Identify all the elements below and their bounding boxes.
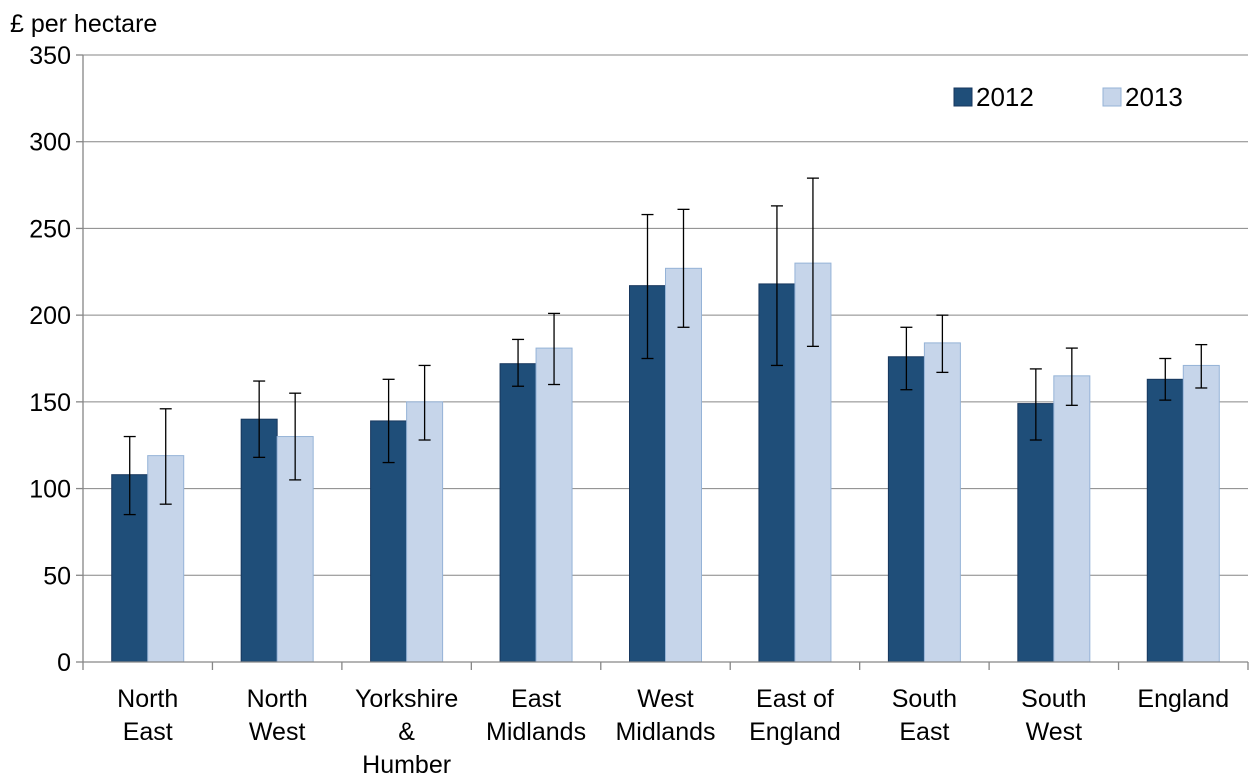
legend-label-2012: 2012 [976, 82, 1034, 112]
error-bar-2013-3 [548, 312, 561, 386]
error-bar-2012-4 [641, 213, 654, 360]
y-tick-label: 250 [29, 215, 71, 243]
y-axis-title: £ per hectare [10, 10, 157, 38]
error-bar-2013-1 [289, 392, 302, 481]
category-label: North [117, 685, 178, 713]
legend: 2012 2013 [953, 82, 1183, 112]
legend-label-2013: 2013 [1125, 82, 1183, 112]
category-label: Midlands [615, 718, 715, 746]
category-label: South [892, 685, 957, 713]
error-bar-2013-2 [418, 364, 431, 441]
y-tick-label: 150 [29, 389, 71, 417]
error-bar-2013-5 [806, 177, 819, 348]
error-bar-2013-4 [677, 208, 690, 328]
y-tick-label: 100 [29, 476, 71, 504]
y-axis-ticks: 0 50 100 150 200 250 300 350 [29, 42, 71, 677]
error-bar-2012-0 [123, 435, 136, 516]
bar-2013-2 [406, 401, 444, 663]
error-bar-2013-8 [1195, 343, 1208, 389]
category-label: Midlands [486, 718, 586, 746]
error-bar-2012-7 [1029, 368, 1042, 441]
bar-2012-6 [887, 356, 925, 663]
y-tick-label: 0 [57, 649, 71, 677]
axes [76, 54, 1249, 670]
error-bar-2012-2 [382, 378, 395, 464]
bar-2012-3 [499, 363, 537, 663]
bar-2013-7 [1053, 375, 1091, 663]
category-label: Humber [362, 751, 451, 779]
category-label: Yorkshire [355, 685, 458, 713]
category-label: South [1021, 685, 1086, 713]
category-label: East [511, 685, 561, 713]
category-label: East [899, 718, 949, 746]
category-label: & [398, 718, 415, 746]
bar-2013-3 [535, 347, 573, 663]
error-bar-2012-3 [512, 338, 525, 387]
bar-2013-4 [665, 267, 702, 663]
error-bar-2012-5 [770, 205, 783, 367]
error-bar-2012-1 [253, 380, 266, 459]
category-label: West [637, 685, 694, 713]
y-tick-label: 300 [29, 129, 71, 157]
bars [111, 262, 1220, 663]
bar-2013-8 [1182, 364, 1220, 663]
y-tick-label: 200 [29, 302, 71, 330]
error-bar-2012-6 [900, 326, 913, 391]
bar-2012-8 [1146, 378, 1184, 663]
category-label: England [749, 718, 841, 746]
category-label: East [123, 718, 173, 746]
y-tick-label: 50 [43, 562, 71, 590]
legend-swatch-2012 [953, 87, 973, 107]
category-label: West [249, 718, 306, 746]
category-label: North [247, 685, 308, 713]
error-bar-2013-0 [159, 408, 172, 505]
error-bar-2013-7 [1065, 347, 1078, 406]
legend-swatch-2013 [1102, 87, 1122, 107]
category-labels: North East North West Yorkshire & Humber East Mi… [117, 685, 1229, 779]
bar-2013-6 [923, 342, 961, 663]
category-label: West [1026, 718, 1083, 746]
bar-2012-1 [240, 418, 278, 663]
error-bars [123, 177, 1208, 516]
y-tick-label: 350 [29, 42, 71, 70]
category-label: England [1137, 685, 1229, 713]
bar-2012-7 [1017, 403, 1055, 663]
error-bar-2013-6 [936, 314, 949, 374]
error-bar-2012-8 [1159, 357, 1172, 401]
bar-2013-1 [276, 436, 314, 663]
category-label: East of [756, 685, 834, 713]
